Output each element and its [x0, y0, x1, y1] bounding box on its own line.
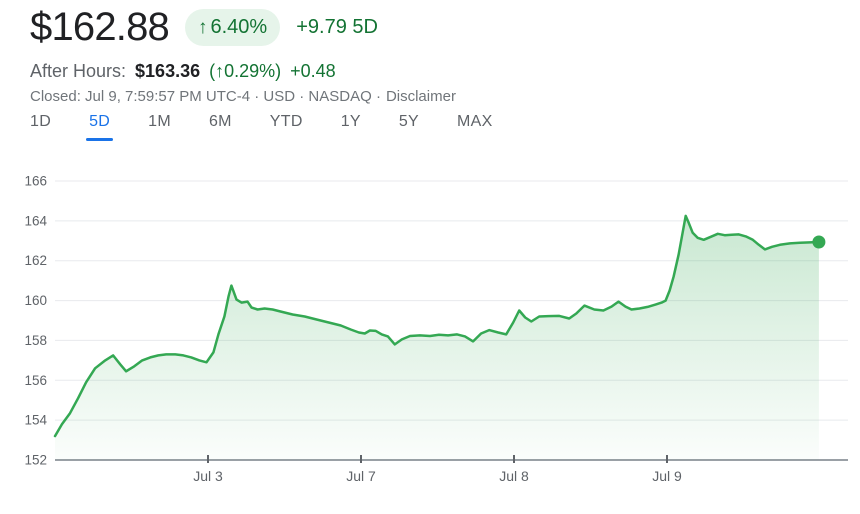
tab-1m[interactable]: 1M [148, 113, 171, 141]
y-tick-label: 164 [24, 213, 47, 228]
change-absolute: +9.79 5D [296, 16, 378, 38]
x-tick-label: Jul 8 [499, 468, 529, 484]
tab-ytd[interactable]: YTD [270, 113, 303, 141]
up-arrow-icon: ↑ [198, 17, 208, 38]
y-tick-label: 162 [24, 253, 47, 268]
tab-6m[interactable]: 6M [209, 113, 232, 141]
after-hours-change: +0.48 [290, 61, 336, 81]
tab-5d[interactable]: 5D [86, 113, 114, 141]
tab-label: 1M [148, 113, 171, 130]
tab-label: 6M [208, 113, 232, 130]
latest-point-dot [812, 235, 826, 249]
after-hours-row: After Hours: $163.36 (↑0.29%) +0.48 [30, 61, 336, 82]
quote-header: $162.88 ↑ 6.40% +9.79 5D [30, 5, 378, 50]
after-hours-label: After Hours: [30, 61, 127, 81]
current-price: $162.88 [30, 5, 170, 49]
tab-label: 5D [89, 113, 111, 130]
tab-label: MAX [457, 113, 493, 130]
x-tick-label: Jul 9 [652, 468, 682, 484]
after-hours-price: $163.36 [135, 61, 201, 81]
after-hours-percent: (↑0.29%) [209, 61, 282, 81]
y-tick-label: 154 [24, 413, 47, 428]
tab-label: 1Y [340, 113, 361, 130]
tab-1d[interactable]: 1D [30, 113, 51, 141]
market-status-text: Closed: Jul 9, 7:59:57 PM UTC-4 · USD · … [30, 88, 381, 105]
active-tab-underline [86, 138, 114, 141]
market-status-row: Closed: Jul 9, 7:59:57 PM UTC-4 · USD · … [30, 88, 456, 105]
tab-label: 1D [30, 113, 52, 130]
price-area-fill [55, 215, 819, 460]
price-line [53, 214, 821, 438]
price-chart[interactable]: 166 164 162 160 158 156 154 152 Jul 3 Jul 7 Jul 8 J… [0, 150, 860, 514]
x-tick-label: Jul 3 [193, 468, 223, 484]
x-tick-label: Jul 7 [346, 468, 376, 484]
tab-label: YTD [269, 113, 303, 130]
tab-max[interactable]: MAX [457, 113, 493, 141]
y-tick-label: 166 [24, 174, 47, 189]
change-percent: 6.40% [210, 16, 268, 38]
disclaimer-link[interactable]: Disclaimer [385, 88, 456, 105]
change-percent-badge: ↑ 6.40% [185, 9, 281, 46]
y-tick-label: 158 [24, 333, 47, 348]
tab-label: 5Y [398, 113, 420, 130]
tab-1y[interactable]: 1Y [341, 113, 361, 141]
y-tick-label: 160 [24, 293, 47, 308]
y-tick-label: 152 [24, 453, 47, 468]
range-tabs: 1D 5D 1M 6M YTD 1Y 5Y MAX [30, 113, 493, 141]
y-tick-label: 156 [24, 373, 47, 388]
tab-5y[interactable]: 5Y [399, 113, 419, 141]
